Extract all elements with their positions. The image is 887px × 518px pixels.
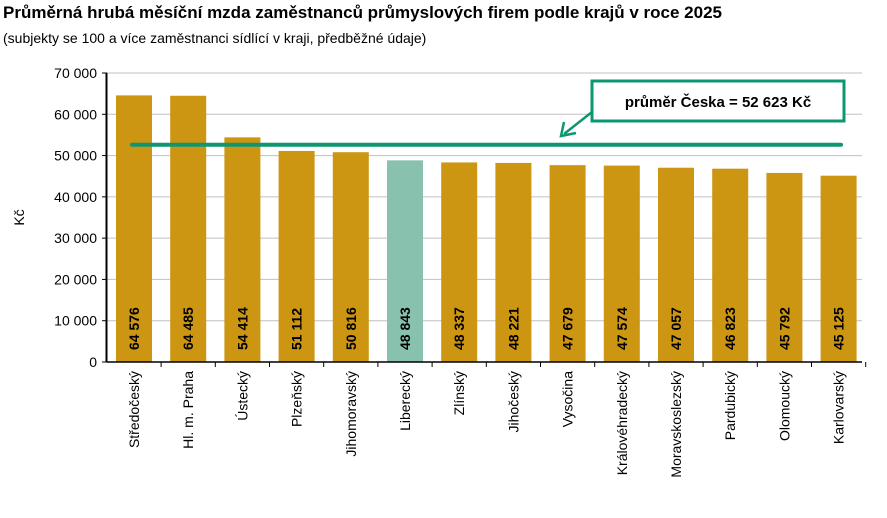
bar-value-label: 45 125	[831, 307, 847, 350]
x-tick-label: Jihočeský	[505, 371, 521, 432]
bar	[278, 150, 315, 362]
bar	[766, 172, 803, 362]
y-tick-label: 40 000	[54, 189, 97, 205]
x-tick-label: Hl. m. Praha	[180, 371, 196, 449]
x-tick-label: Olomoucký	[776, 371, 792, 441]
bar	[712, 168, 749, 362]
x-tick-label: Středočeský	[126, 371, 142, 448]
average-annotation-label: průměr Česka = 52 623 Kč	[625, 93, 811, 111]
x-tick-label: Liberecký	[397, 371, 413, 431]
x-tick-label: Karlovarský	[831, 371, 847, 444]
bar-value-label: 48 843	[397, 307, 413, 350]
bar-value-label: 64 576	[126, 307, 142, 350]
bar	[495, 162, 532, 362]
chart-title: Průměrná hrubá měsíční mzda zaměstnanců …	[3, 3, 722, 22]
bar-value-label: 54 414	[234, 307, 250, 350]
bar-value-label: 45 792	[776, 307, 792, 350]
x-tick-label: Moravskoslezský	[668, 371, 684, 478]
bar-value-label: 48 221	[505, 307, 521, 350]
bar-value-label: 47 679	[560, 307, 576, 350]
bar	[387, 160, 423, 362]
bar-value-label: 51 112	[289, 308, 305, 350]
average-annotation-box	[590, 79, 846, 123]
y-tick-label: 30 000	[54, 230, 97, 246]
bar-value-label: 47 057	[668, 307, 684, 350]
arrow-head-icon	[559, 121, 577, 138]
bar-value-label: 64 485	[180, 307, 196, 350]
x-tick-label: Ústecký	[234, 371, 250, 421]
bar	[332, 152, 369, 362]
bar	[603, 165, 640, 362]
annotation-arrow	[563, 111, 593, 135]
x-tick-label: Pardubický	[722, 371, 738, 440]
bar	[820, 175, 857, 362]
x-tick-label: Královéhradecký	[614, 371, 630, 475]
y-tick-label: 50 000	[54, 148, 97, 164]
y-tick-label: 20 000	[54, 271, 97, 287]
y-tick-label: 0	[89, 354, 97, 370]
bar	[549, 165, 586, 362]
bar-value-label: 50 816	[343, 307, 359, 350]
y-axis-label: Kč	[11, 209, 27, 225]
bar-value-label: 46 823	[722, 307, 738, 350]
bar-value-label: 48 337	[451, 307, 467, 350]
y-tick-label: 60 000	[54, 106, 97, 122]
x-tick-label: Plzeňský	[289, 371, 305, 427]
y-tick-label: 70 000	[54, 65, 97, 81]
bar	[170, 95, 207, 362]
chart-subtitle: (subjekty se 100 a více zaměstnanci sídl…	[3, 30, 427, 46]
y-tick-label: 10 000	[54, 313, 97, 329]
bar	[658, 167, 694, 362]
x-tick-label: Jihomoravský	[343, 371, 359, 457]
x-tick-label: Zlínský	[451, 371, 467, 415]
bar	[116, 95, 152, 362]
bar	[224, 137, 261, 362]
bar-value-label: 47 574	[614, 307, 630, 350]
x-tick-label: Vysočina	[560, 371, 576, 428]
bar	[441, 162, 478, 362]
